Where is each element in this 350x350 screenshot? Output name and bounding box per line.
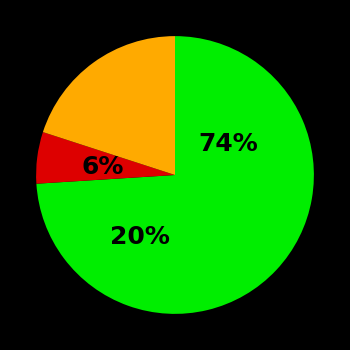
Text: 20%: 20% [110,225,170,250]
Text: 6%: 6% [82,155,124,178]
Wedge shape [43,36,175,175]
Wedge shape [36,36,314,314]
Wedge shape [36,132,175,184]
Text: 74%: 74% [198,132,258,156]
